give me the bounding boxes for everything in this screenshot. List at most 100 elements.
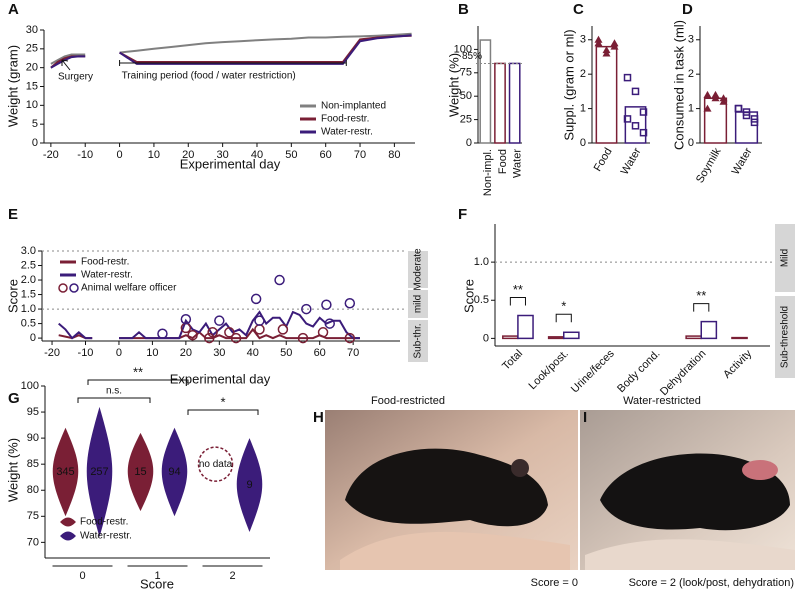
x-tick-label: 50: [280, 347, 292, 359]
bar: [731, 336, 748, 340]
legend-label: Non-implanted: [321, 101, 386, 112]
x-tick-label: 40: [247, 347, 259, 359]
point: [639, 108, 648, 116]
point: [639, 128, 648, 137]
point: [610, 39, 619, 47]
point: [750, 118, 759, 127]
x-tick-label: 30: [217, 149, 229, 161]
officer-point: [254, 324, 265, 335]
y-tick-label: 3: [688, 34, 694, 46]
y-tick-label: 70: [27, 536, 39, 548]
panel-letter: F: [458, 206, 467, 223]
y-tick-label: 75: [460, 67, 472, 79]
bar: [508, 62, 521, 144]
x-tick-label: 2: [229, 570, 235, 582]
y-tick-label: 90: [27, 432, 39, 444]
photo-i: [580, 410, 795, 570]
y-tick-label: 0: [30, 332, 36, 344]
annotation-arrow: [61, 59, 71, 71]
x-tick-label: 10: [148, 149, 160, 161]
y-tick-label: 100: [454, 43, 472, 55]
x-tick-label: Soymilk: [694, 146, 724, 186]
x-tick-label: -10: [78, 347, 94, 359]
point: [703, 90, 712, 98]
legend-label: Food-restr.: [321, 114, 369, 125]
legend-label: Animal welfare officer: [81, 283, 177, 294]
violin: [127, 432, 154, 512]
legend-swatch: [60, 531, 76, 541]
comparison-bracket: [87, 379, 189, 385]
level-label: mild: [413, 295, 424, 313]
level-label: Moderate: [413, 248, 424, 291]
y-tick-label: 0: [32, 137, 38, 149]
x-tick-label: 70: [347, 347, 359, 359]
x-tick-label: Water: [512, 149, 524, 178]
y-axis-label: Weight (%): [5, 438, 20, 502]
photo-h: [325, 410, 578, 570]
y-axis-label: Consumed in task (ml): [671, 20, 686, 150]
y-tick-label: 2.5: [21, 259, 36, 271]
y-tick-label: 1: [580, 102, 586, 114]
point: [623, 115, 632, 123]
comparison-bracket: [77, 397, 151, 403]
bar: [547, 336, 565, 340]
panel-letter: G: [8, 390, 20, 407]
officer-point: [324, 318, 335, 329]
y-tick-label: 20: [26, 62, 38, 74]
x-axis-label: Score: [140, 576, 174, 591]
x-tick-label: 30: [213, 347, 225, 359]
line: [58, 310, 360, 340]
bar: [703, 97, 728, 144]
comparison-label: **: [133, 364, 143, 379]
x-tick-label: 20: [180, 347, 192, 359]
point: [594, 35, 603, 43]
y-tick-label: 2.0: [21, 274, 36, 286]
violin: [161, 427, 188, 517]
officer-point: [187, 329, 198, 341]
bar: [502, 335, 519, 340]
level-band: [408, 290, 428, 318]
y-tick-label: 50: [460, 90, 472, 102]
y-tick-label: 0: [483, 332, 489, 344]
legend-swatch: [60, 517, 76, 527]
photo-title: Food-restricted: [371, 395, 445, 407]
y-tick-label: 5: [32, 118, 38, 130]
annotation: Training period (food / water restrictio…: [122, 71, 296, 82]
officer-point: [301, 303, 312, 315]
significance-label: *: [561, 299, 566, 314]
y-tick-label: 1.0: [474, 256, 489, 268]
y-tick-label: 1.5: [21, 288, 36, 300]
comparison-label: *: [220, 394, 225, 409]
y-tick-label: 2: [580, 68, 586, 80]
legend-swatch: [69, 283, 79, 293]
y-axis-label: Score: [5, 279, 20, 313]
x-tick-label: Activity: [721, 347, 754, 380]
point: [734, 104, 743, 113]
x-tick-label: 80: [388, 149, 400, 161]
annotation-bracket: [119, 60, 347, 66]
bar: [685, 335, 702, 340]
officer-point: [254, 315, 265, 326]
photo-caption: Score = 2 (look/post, dehydration): [629, 577, 794, 589]
y-tick-label: 10: [26, 99, 38, 111]
significance-label: **: [513, 282, 523, 297]
x-tick-label: Non-impl.: [482, 149, 494, 196]
bar: [517, 314, 534, 340]
y-tick-label: 0: [688, 137, 694, 149]
point: [719, 94, 728, 102]
officer-point: [344, 298, 356, 309]
y-axis-label: Weight (%): [446, 53, 461, 117]
panel-letter: H: [313, 409, 324, 426]
y-tick-label: 0: [580, 137, 586, 149]
panel-letter: D: [682, 1, 693, 18]
bar: [563, 331, 580, 340]
x-tick-label: -10: [77, 149, 93, 161]
annotation: Surgery: [58, 72, 93, 83]
x-tick-label: 20: [182, 149, 194, 161]
panel-letter: I: [583, 409, 587, 426]
officer-point: [297, 332, 309, 344]
significance-label: **: [696, 288, 706, 303]
level-band: [408, 320, 428, 362]
level-label: Sub-threshold: [780, 306, 791, 368]
